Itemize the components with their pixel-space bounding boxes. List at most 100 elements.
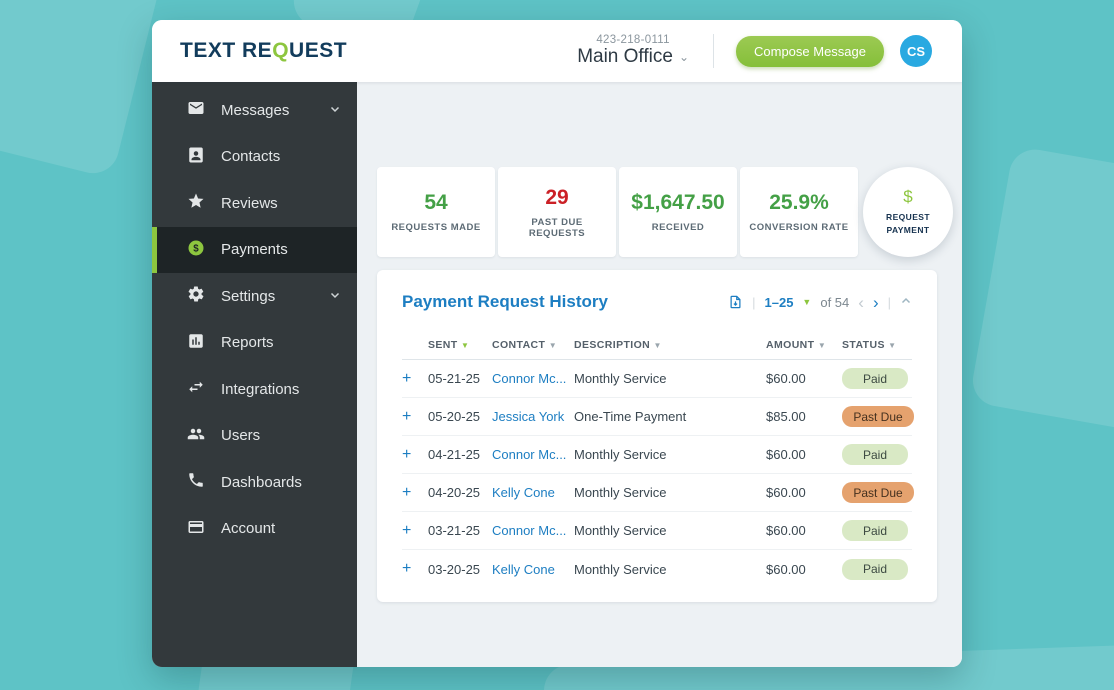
table-row: + 03-21-25 Connor Mc... Monthly Service … [402, 512, 912, 550]
sidebar-item-label: Messages [221, 101, 290, 119]
phone-icon [187, 471, 205, 493]
sidebar-item-label: Account [221, 520, 276, 538]
stats-row: 54 REQUESTS MADE 29 PAST DUE REQUESTS $1… [377, 167, 953, 257]
stat-value: 25.9% [769, 191, 829, 214]
sort-caret-icon: ▼ [817, 340, 827, 350]
logo-text: TEXT RE [180, 39, 273, 62]
sidebar-item-messages[interactable]: Messages [152, 87, 357, 134]
pagination-range-dropdown[interactable]: 1–25 [764, 294, 794, 310]
chevron-down-icon[interactable]: ▼ [802, 297, 812, 307]
table-header-row: SENT ▼ CONTACT ▼ DESCRIPTION ▼ AMOUNT ▼ … [402, 330, 912, 360]
stat-card-received: $1,647.50 RECEIVED [619, 167, 737, 257]
amount-cell: $60.00 [766, 561, 806, 577]
stat-card-past-due-requests: 29 PAST DUE REQUESTS [498, 167, 616, 257]
amount-cell: $60.00 [766, 371, 806, 386]
logo-text: UEST [289, 39, 348, 62]
status-badge: Paid [842, 368, 908, 389]
chevron-down-icon[interactable] [329, 288, 341, 305]
stat-label: PAST DUE REQUESTS [528, 216, 586, 239]
contact-book-icon [187, 146, 205, 168]
chevron-down-icon[interactable] [329, 102, 341, 119]
status-badge: Past Due [842, 482, 914, 503]
compose-message-button[interactable]: Compose Message [736, 35, 884, 67]
controls-divider: | [887, 294, 891, 310]
previous-page-icon[interactable]: ‹ [858, 292, 864, 312]
contact-link[interactable]: Kelly Cone [492, 561, 555, 577]
sidebar-item-integrations[interactable]: Integrations [152, 366, 357, 413]
stat-label: RECEIVED [651, 222, 705, 233]
contact-link[interactable]: Connor Mc... [492, 447, 567, 462]
collapse-panel-icon[interactable] [900, 295, 912, 310]
credit-card-icon [187, 518, 205, 540]
sidebar-item-label: Users [221, 427, 261, 445]
sidebar-item-settings[interactable]: Settings [152, 273, 357, 320]
sidebar-item-label: Integrations [221, 380, 300, 398]
envelope-icon [187, 99, 205, 121]
sidebar-item-reports[interactable]: Reports [152, 320, 357, 367]
column-header-contact[interactable]: CONTACT ▼ [492, 338, 558, 351]
swap-arrows-icon [187, 378, 205, 400]
header-divider [713, 34, 714, 68]
status-badge: Paid [842, 558, 908, 580]
report-icon [187, 332, 205, 354]
status-badge: Paid [842, 444, 908, 465]
table-row: + 05-20-25 Jessica York One-Time Payment… [402, 398, 914, 436]
user-avatar[interactable]: CS [900, 35, 932, 67]
amount-cell: $60.00 [766, 447, 806, 462]
description-cell: One-Time Payment [574, 409, 687, 424]
column-header-description[interactable]: DESCRIPTION ▼ [574, 338, 662, 351]
sidebar-item-users[interactable]: Users [152, 413, 357, 460]
expand-row-icon[interactable]: + [402, 560, 412, 577]
contact-link[interactable]: Connor Mc... [492, 371, 567, 386]
sidebar-item-contacts[interactable]: Contacts [152, 134, 357, 181]
sidebar-item-account[interactable]: Account [152, 506, 357, 553]
contact-link[interactable]: Jessica York [492, 409, 565, 424]
stat-card-requests-made: 54 REQUESTS MADE [377, 167, 495, 257]
sidebar-item-payments[interactable]: $ Payments [152, 226, 357, 273]
history-title: Payment Request History [402, 292, 608, 311]
next-page-icon[interactable]: › [872, 292, 879, 312]
sidebar-item-label: Reports [221, 334, 274, 352]
amount-cell: $60.00 [766, 523, 806, 538]
payment-request-history-card: Payment Request History | 1–25 ▼ of 54 ‹… [377, 270, 937, 602]
table-row: + 04-20-25 Kelly Cone Monthly Service $6… [402, 474, 914, 512]
status-badge: Paid [842, 520, 908, 541]
column-header-amount[interactable]: AMOUNT ▼ [766, 338, 827, 351]
office-selector[interactable]: 423-218-0111 Main Office ⌄ [577, 34, 689, 68]
sort-caret-icon: ▼ [460, 340, 470, 350]
dollar-icon: $ [903, 187, 913, 207]
table-row: + 04-21-25 Connor Mc... Monthly Service … [402, 436, 912, 474]
logo-q: Q [272, 39, 290, 62]
sidebar-item-label: Payments [221, 241, 288, 259]
sort-caret-icon: ▼ [548, 340, 558, 350]
expand-row-icon[interactable]: + [402, 483, 412, 501]
amount-cell: $85.00 [766, 409, 806, 424]
contact-link[interactable]: Connor Mc... [492, 523, 567, 538]
sidebar-item-reviews[interactable]: Reviews [152, 180, 357, 227]
stat-value: 54 [424, 191, 448, 214]
stat-label: REQUESTS MADE [391, 222, 481, 233]
description-cell: Monthly Service [574, 523, 667, 538]
users-icon [187, 425, 205, 447]
expand-row-icon[interactable]: + [402, 407, 412, 425]
background-shape [968, 145, 1114, 435]
sidebar-item-dashboards[interactable]: Dashboards [152, 459, 357, 506]
star-icon [187, 192, 205, 214]
chevron-down-icon: ⌄ [678, 50, 689, 64]
dollar-circle-icon: $ [187, 239, 205, 261]
sent-date: 05-21-25 [428, 371, 481, 386]
expand-row-icon[interactable]: + [402, 369, 412, 387]
export-icon[interactable] [728, 294, 743, 310]
column-header-status[interactable]: STATUS ▼ [842, 338, 897, 351]
expand-row-icon[interactable]: + [402, 445, 412, 463]
sidebar-item-label: Dashboards [221, 473, 302, 491]
sort-caret-icon: ▼ [888, 340, 897, 350]
office-name-label: Main Office [577, 46, 673, 67]
request-payment-button[interactable]: $ REQUEST PAYMENT [863, 167, 953, 257]
text-request-logo: TEXT REQUEST [180, 39, 347, 63]
expand-row-icon[interactable]: + [402, 521, 412, 539]
sidebar-item-label: Contacts [221, 148, 281, 166]
contact-link[interactable]: Kelly Cone [492, 485, 555, 500]
column-header-sent[interactable]: SENT ▼ [428, 338, 470, 351]
top-bar: TEXT REQUEST 423-218-0111 Main Office ⌄ … [152, 20, 962, 82]
